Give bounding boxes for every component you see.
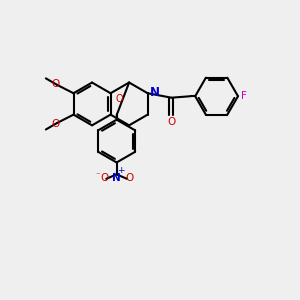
Text: N: N: [149, 85, 159, 98]
Text: N: N: [112, 173, 121, 183]
Text: O: O: [100, 173, 108, 183]
Text: O: O: [115, 94, 123, 104]
Text: O: O: [52, 79, 60, 89]
Text: +: +: [117, 166, 125, 175]
Text: O: O: [52, 118, 60, 128]
Text: O: O: [125, 173, 133, 183]
Text: O: O: [167, 117, 175, 127]
Text: ⁻: ⁻: [95, 171, 100, 180]
Text: F: F: [241, 91, 247, 101]
